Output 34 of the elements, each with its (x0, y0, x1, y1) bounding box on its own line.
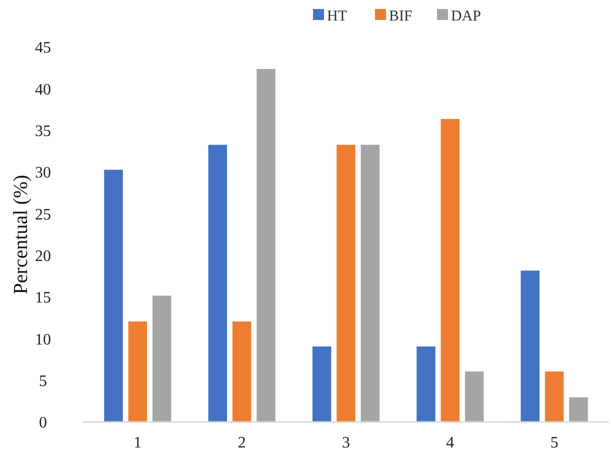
bar (464, 370, 484, 422)
bar (232, 320, 252, 422)
y-tick-label: 40 (35, 81, 51, 98)
bar (104, 169, 124, 422)
bar (520, 270, 540, 422)
bar (128, 320, 148, 422)
y-tick-label: 20 (35, 248, 51, 265)
bar (544, 370, 564, 422)
bar (440, 118, 460, 422)
bar (312, 346, 332, 422)
y-tick-label: 30 (35, 164, 51, 182)
y-tick-label: 35 (35, 122, 51, 140)
bar (360, 144, 380, 422)
legend-label: HT (327, 8, 347, 24)
y-tick-label: 45 (35, 40, 51, 57)
x-tick-label: 1 (134, 434, 142, 452)
x-tick-label: 2 (238, 434, 246, 452)
bar (152, 295, 172, 422)
bar (256, 68, 276, 422)
legend-label: BIF (389, 8, 412, 24)
y-tick-label: 5 (39, 372, 47, 390)
y-tick-label: 0 (39, 414, 47, 432)
x-tick-label: 5 (550, 434, 558, 452)
bar (568, 396, 588, 422)
legend-label: DAP (451, 8, 482, 24)
bar (208, 144, 228, 422)
y-axis-title: Percentual (%) (10, 174, 32, 294)
y-tick-label: 15 (35, 290, 51, 307)
y-tick-label: 10 (35, 331, 51, 348)
bar (416, 346, 436, 422)
x-tick-label: 4 (446, 434, 454, 452)
bar (336, 144, 356, 422)
x-tick-label: 3 (342, 434, 350, 452)
y-tick-label: 25 (35, 206, 51, 224)
